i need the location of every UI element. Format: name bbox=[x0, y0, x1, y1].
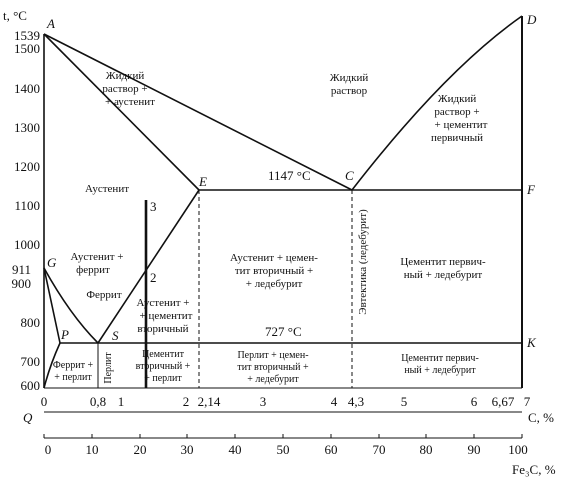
pq-line bbox=[43, 342, 61, 389]
point-D: D bbox=[526, 12, 537, 27]
a3-line-GS bbox=[43, 267, 99, 344]
x-axis-carbon: 0 0,8 1 2 2,14 3 4 4,3 5 6 6,67 7 C, % bbox=[41, 394, 554, 425]
fe3c-tick-30: 30 bbox=[181, 442, 194, 457]
region-austenite: Аустенит bbox=[85, 183, 129, 195]
region-austenite-ferrite: Аустенит + bbox=[70, 251, 123, 263]
region-liquid: раствор bbox=[331, 85, 368, 97]
fe3c-tick-70: 70 bbox=[373, 442, 386, 457]
c-tick-0: 0 bbox=[41, 394, 48, 409]
liquidus-CD bbox=[351, 15, 523, 191]
region-cementite1-ledeburite: Цементит первич- bbox=[400, 256, 486, 268]
y-tick-911: 911 bbox=[12, 262, 31, 277]
region-liquid-cementite: первичный bbox=[431, 132, 483, 144]
fe3c-tick-60: 60 bbox=[325, 442, 338, 457]
c-tick-7: 7 bbox=[524, 394, 531, 409]
region-liquid-austenite: Жидкий bbox=[106, 70, 145, 82]
region-cementite-perlite: Цементит bbox=[142, 349, 185, 360]
temp-727: 727 °C bbox=[265, 324, 302, 339]
c-tick-2-14: 2,14 bbox=[198, 394, 221, 409]
region-austenite-cementite-ledeburite: + ледебурит bbox=[246, 278, 303, 290]
alloy-point-3: 3 bbox=[150, 199, 157, 214]
fe3c-tick-40: 40 bbox=[229, 442, 242, 457]
region-perlite-cementite-ledeburite: Перлит + цемен- bbox=[237, 350, 308, 361]
region-perlite-cementite-ledeburite: тит вторичный + bbox=[237, 362, 309, 373]
fe3c-tick-80: 80 bbox=[420, 442, 433, 457]
region-liquid-austenite: раствор + bbox=[102, 83, 147, 95]
c-tick-4: 4 bbox=[331, 394, 338, 409]
c-tick-6: 6 bbox=[471, 394, 478, 409]
c-tick-3: 3 bbox=[260, 394, 267, 409]
y-tick-900: 900 bbox=[12, 276, 32, 291]
y-tick-1300: 1300 bbox=[14, 120, 40, 135]
region-labels: Жидкий раствор + + аустенит Жидкий раств… bbox=[53, 70, 488, 385]
region-cementite-perlite: + перлит bbox=[144, 373, 182, 384]
y-tick-1500: 1500 bbox=[14, 41, 40, 56]
point-Q: Q bbox=[23, 410, 33, 425]
region-austenite-cementite-ledeburite: тит вторичный + bbox=[235, 265, 313, 277]
c-tick-0-8: 0,8 bbox=[90, 394, 106, 409]
fe3c-tick-0: 0 bbox=[45, 442, 52, 457]
y-tick-1100: 1100 bbox=[14, 198, 40, 213]
point-G: G bbox=[47, 255, 57, 270]
region-austenite-cementite2: Аустенит + bbox=[136, 297, 189, 309]
y-tick-1539: 1539 bbox=[14, 28, 40, 43]
y-tick-labels: 1539 1500 1400 1300 1200 1100 1000 911 9… bbox=[12, 28, 41, 393]
region-ferrite-perlite: Феррит + bbox=[53, 360, 94, 371]
point-K: K bbox=[526, 335, 537, 350]
phase-lines bbox=[43, 15, 523, 389]
point-F: F bbox=[526, 182, 536, 197]
region-cementite-perlite: вторичный + bbox=[136, 361, 191, 372]
region-austenite-ferrite: феррит bbox=[76, 264, 110, 276]
region-liquid-cementite: + цементит bbox=[435, 119, 488, 131]
region-liquid-cementite: Жидкий bbox=[438, 93, 477, 105]
gp-line bbox=[43, 267, 61, 344]
region-liquid-austenite: + аустенит bbox=[105, 96, 155, 108]
point-E: E bbox=[198, 174, 207, 189]
region-austenite-cementite-ledeburite: Аустенит + цемен- bbox=[230, 252, 318, 264]
region-perlite-cementite-ledeburite: + ледебурит bbox=[247, 374, 299, 385]
y-tick-700: 700 bbox=[21, 354, 41, 369]
fe3c-tick-100: 100 bbox=[508, 442, 528, 457]
fe3c-axis-unit: Fe₃C, % bbox=[512, 462, 556, 477]
point-A: A bbox=[46, 16, 55, 31]
c-tick-2: 2 bbox=[183, 394, 190, 409]
region-liquid: Жидкий bbox=[330, 72, 369, 84]
point-S: S bbox=[112, 328, 119, 343]
c-tick-4-3: 4,3 bbox=[348, 394, 364, 409]
c-tick-5: 5 bbox=[401, 394, 408, 409]
fe3c-tick-10: 10 bbox=[86, 442, 99, 457]
region-cementite1-ledeburite-low: ный + ледебурит bbox=[404, 365, 476, 376]
y-tick-1200: 1200 bbox=[14, 159, 40, 174]
y-tick-1400: 1400 bbox=[14, 81, 40, 96]
region-perlite: Перлит bbox=[103, 352, 114, 384]
acm-line-SE bbox=[97, 189, 200, 344]
y-tick-600: 600 bbox=[21, 378, 41, 393]
region-cementite1-ledeburite: ный + ледебурит bbox=[404, 269, 483, 281]
x-axis-cementite: 0 10 20 30 40 50 60 70 80 90 100 Fe₃C, % bbox=[43, 434, 556, 477]
c-tick-1: 1 bbox=[118, 394, 125, 409]
region-ferrite: Феррит bbox=[86, 289, 121, 301]
region-liquid-cementite: раствор + bbox=[434, 106, 479, 118]
alloy-point-2: 2 bbox=[150, 270, 157, 285]
region-austenite-cementite2: вторичный bbox=[137, 323, 188, 335]
y-axis-label: t, °C bbox=[3, 8, 27, 23]
c-axis-unit: C, % bbox=[528, 410, 554, 425]
fe3c-tick-20: 20 bbox=[134, 442, 147, 457]
solidus-AE bbox=[43, 33, 200, 191]
fe3c-tick-90: 90 bbox=[468, 442, 481, 457]
fe3c-tick-50: 50 bbox=[277, 442, 290, 457]
region-eutectic-ledeburite: Эвтектика (ледебурит) bbox=[357, 209, 369, 315]
point-P: P bbox=[60, 327, 69, 342]
region-ferrite-perlite: + перлит bbox=[54, 372, 92, 383]
y-tick-1000: 1000 bbox=[14, 237, 40, 252]
temp-1147: 1147 °C bbox=[268, 168, 311, 183]
point-C: C bbox=[345, 168, 354, 183]
region-cementite1-ledeburite-low: Цементит первич- bbox=[401, 353, 479, 364]
region-austenite-cementite2: + цементит bbox=[140, 310, 193, 322]
liquidus-AC bbox=[43, 33, 353, 191]
y-tick-800: 800 bbox=[21, 315, 41, 330]
point-labels: A D E C F G P S K Q 3 2 bbox=[23, 12, 537, 425]
c-tick-6-67: 6,67 bbox=[492, 394, 515, 409]
